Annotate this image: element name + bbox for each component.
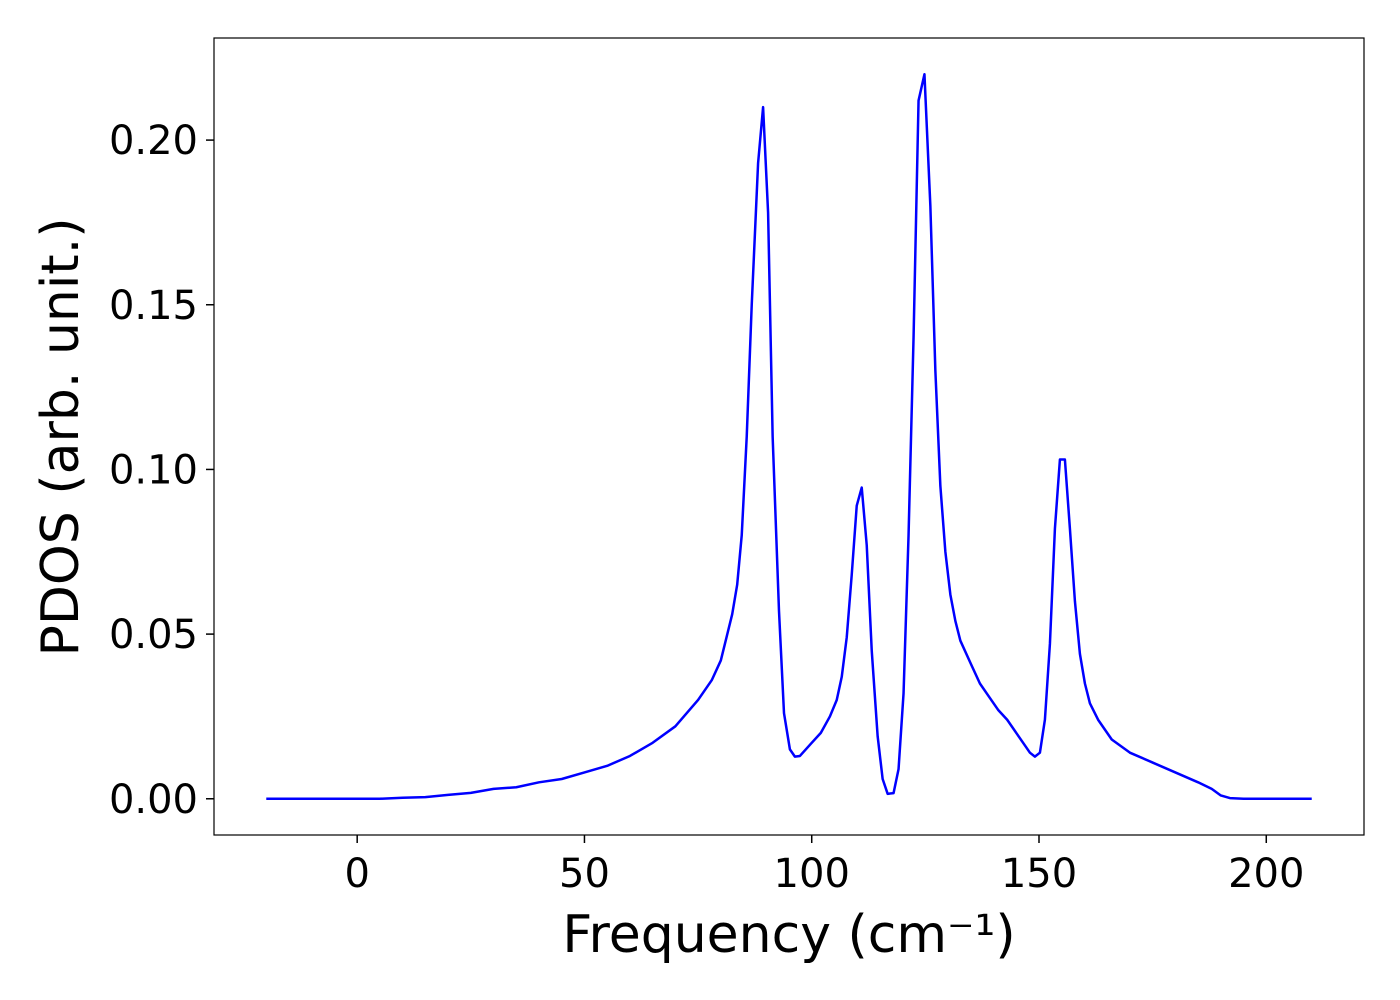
data-line [266, 72, 1312, 801]
y-tick-label: 0.15 [109, 283, 198, 329]
y-tick-label: 0.20 [109, 118, 198, 164]
y-tick-label: 0.05 [109, 612, 198, 658]
plot-frame [213, 37, 1365, 836]
x-tick-label: 150 [1001, 851, 1077, 897]
x-tick-label: 100 [774, 851, 850, 897]
x-axis-label: Frequency (cm⁻¹) [562, 905, 1015, 965]
y-axis-label: PDOS (arb. unit.) [31, 217, 91, 656]
x-tick-label: 50 [559, 851, 610, 897]
x-tick-label: 200 [1228, 851, 1304, 897]
y-tick-label: 0.10 [109, 447, 198, 493]
x-tick-label: 0 [344, 851, 369, 897]
y-tick-label: 0.00 [109, 777, 198, 823]
